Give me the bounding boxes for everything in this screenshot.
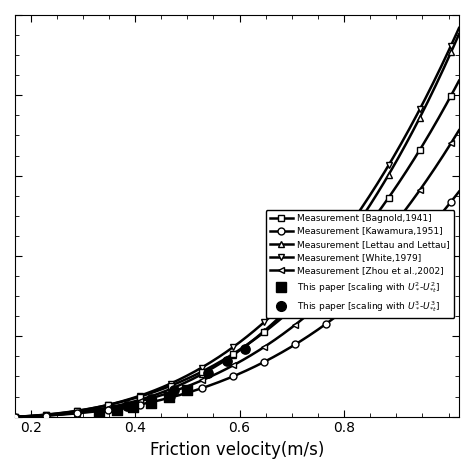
X-axis label: Friction velocity(m/s): Friction velocity(m/s) [150, 441, 324, 459]
Point [124, 402, 131, 410]
Point [223, 357, 230, 365]
Legend: Measurement [Bagnold,1941], Measurement [Kawamura,1951], Measurement [Lettau and: Measurement [Bagnold,1941], Measurement … [265, 210, 455, 318]
Point [129, 403, 137, 411]
Point [183, 386, 191, 394]
Point [165, 393, 173, 401]
Point [147, 399, 155, 406]
Point [171, 386, 178, 393]
Point [147, 395, 155, 402]
Point [241, 345, 249, 353]
Point [204, 369, 212, 377]
Point [113, 406, 121, 414]
Point [95, 409, 102, 416]
